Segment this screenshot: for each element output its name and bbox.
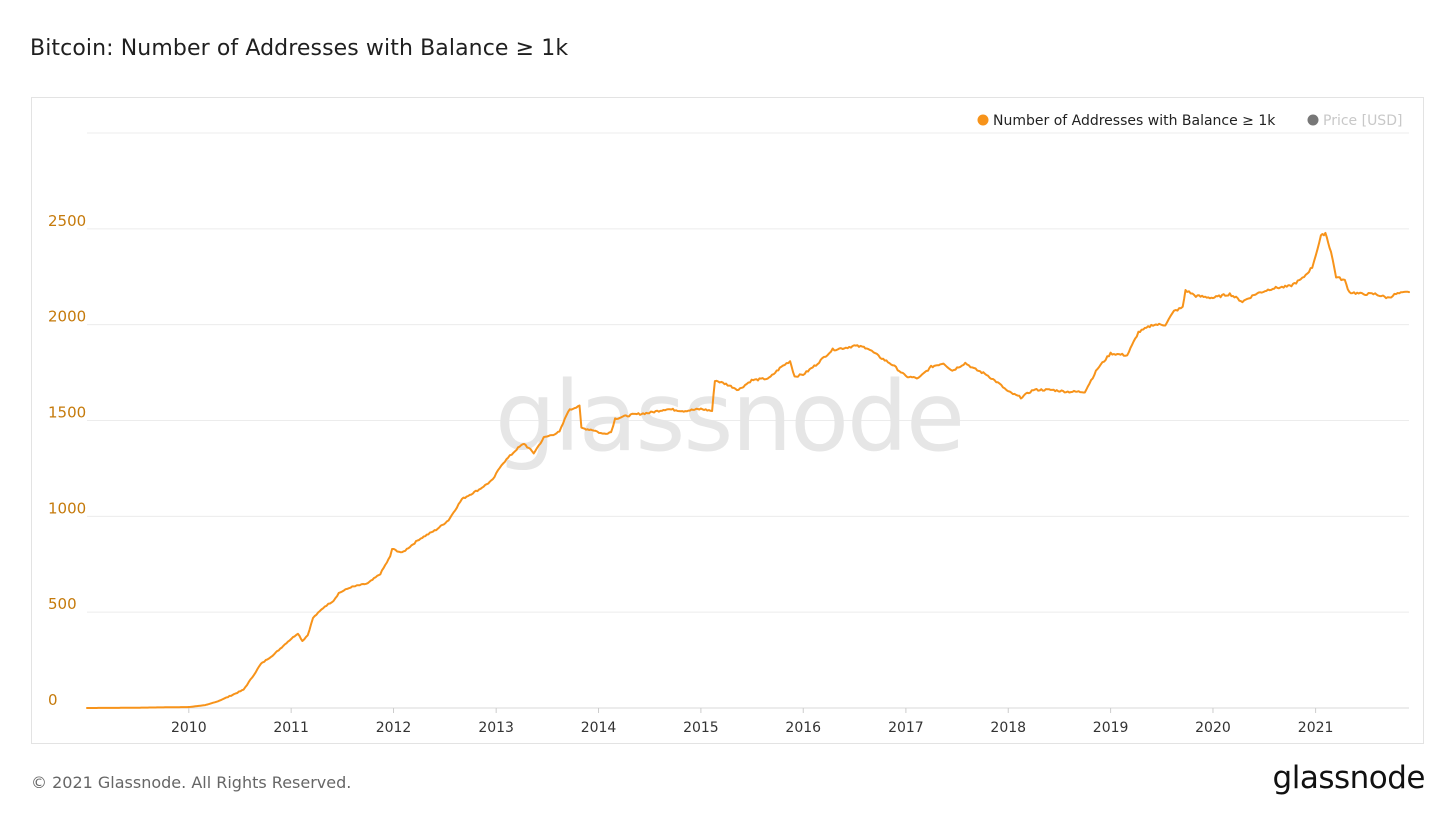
footer-copyright: © 2021 Glassnode. All Rights Reserved. [31,773,352,792]
watermark: glassnode [495,361,963,473]
x-tick-label: 2013 [478,720,514,736]
x-tick-label: 2014 [581,720,617,736]
y-tick-label: 0 [48,691,58,709]
x-tick-label: 2018 [990,720,1026,736]
series-line-addresses [86,231,1410,709]
x-tick-label: 2017 [888,720,924,736]
legend-dot-addresses[interactable] [977,114,989,126]
x-tick-label: 2020 [1195,720,1231,736]
grid-lines [87,132,1409,709]
x-tick-label: 2015 [683,720,719,736]
y-tick-label: 1000 [48,499,86,517]
y-tick-label: 1500 [48,404,86,422]
x-axis-ticks: 2010 2011 2012 2013 2014 2015 2016 2017 2018 2019… [171,708,1333,736]
page-title: Bitcoin: Number of Addresses with Balanc… [30,36,569,61]
x-tick-label: 2019 [1093,720,1129,736]
x-tick-label: 2021 [1298,720,1334,736]
y-tick-label: 2000 [48,308,86,326]
legend-dot-price[interactable] [1307,114,1319,126]
y-axis-ticks: 0 500 1000 1500 2000 2500 [48,212,86,709]
x-tick-label: 2010 [171,720,207,736]
y-tick-label: 500 [48,595,77,613]
y-tick-label: 2500 [48,212,86,230]
x-tick-label: 2016 [785,720,821,736]
legend-label-price[interactable]: Price [USD] [1323,113,1402,129]
x-tick-label: 2011 [273,720,309,736]
legend: Price [USD] Number of Addresses with Bala… [977,113,1402,129]
legend-label-addresses[interactable]: Number of Addresses with Balance ≥ 1k [993,113,1276,129]
chart-frame: glassnode 0 500 1000 1500 2000 2500 2010 2011 2… [31,97,1424,744]
brand-logo[interactable]: glassnode [1272,760,1426,796]
x-tick-label: 2012 [376,720,412,736]
